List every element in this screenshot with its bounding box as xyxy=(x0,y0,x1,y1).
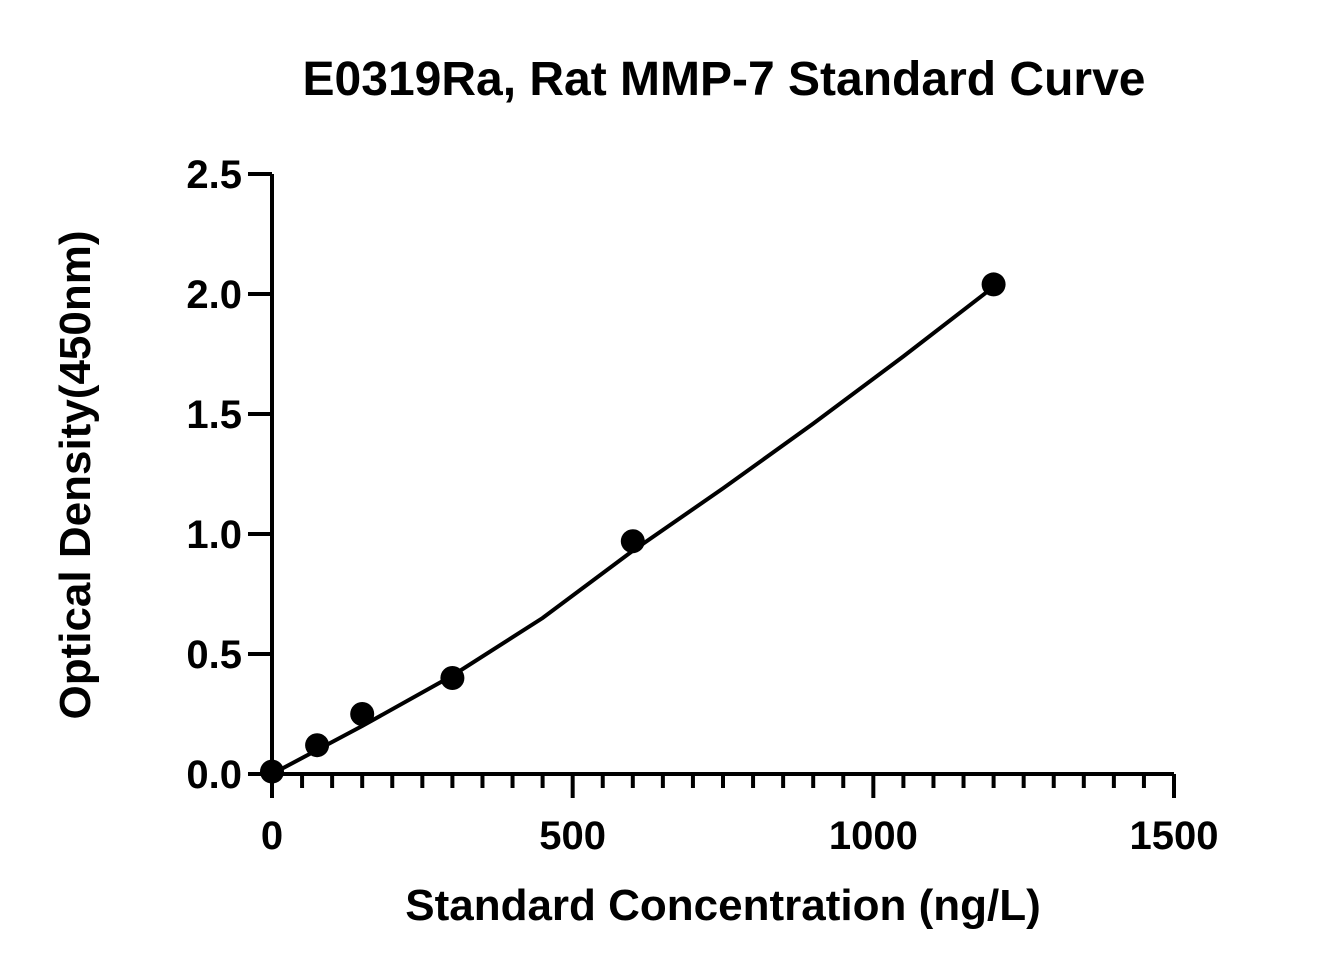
y-tick-label: 0.5 xyxy=(186,633,242,677)
data-point xyxy=(440,666,465,690)
data-point xyxy=(981,272,1006,297)
x-tick-label: 1000 xyxy=(829,814,918,858)
data-point xyxy=(260,759,284,784)
data-point xyxy=(620,529,645,554)
x-tick-label: 500 xyxy=(539,814,606,858)
data-points xyxy=(260,272,1006,784)
chart-title: E0319Ra, Rat MMP-7 Standard Curve xyxy=(303,53,1146,106)
data-point xyxy=(305,733,330,758)
y-tick-label: 2.0 xyxy=(186,273,242,317)
x-tick-group: 0 500 1000 1500 xyxy=(261,774,1219,858)
y-tick-label: 1.0 xyxy=(186,513,242,557)
y-tick-label: 1.5 xyxy=(186,393,242,437)
y-axis-title: Optical Density(450nm) xyxy=(51,230,100,719)
x-tick-label: 0 xyxy=(261,814,283,858)
y-tick-group: 0.0 0.5 1.0 1.5 2.0 2.5 xyxy=(186,153,272,797)
y-tick-label: 0.0 xyxy=(186,753,242,797)
y-tick-label: 2.5 xyxy=(186,153,242,197)
x-tick-label: 1500 xyxy=(1130,814,1219,858)
x-axis-title: Standard Concentration (ng/L) xyxy=(405,881,1041,930)
data-point xyxy=(350,702,375,726)
